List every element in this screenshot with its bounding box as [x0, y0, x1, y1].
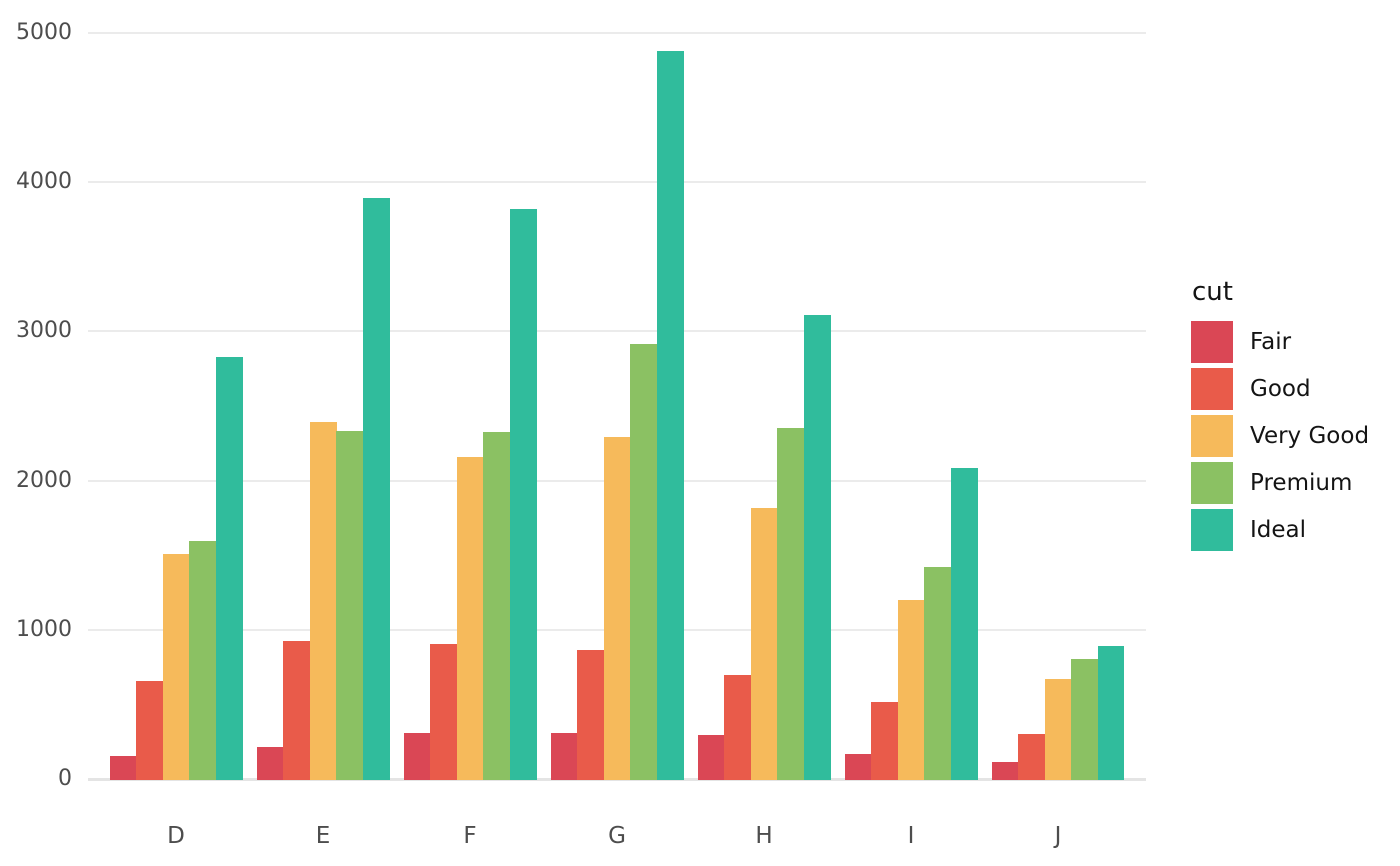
- bar-H-premium: [777, 428, 805, 780]
- y-tick-label-2000: 2000: [16, 468, 72, 493]
- bar-G-premium: [630, 344, 658, 780]
- bar-D-very-good: [162, 554, 190, 780]
- legend-item-very-good: Very Good: [1191, 415, 1369, 457]
- legend-item-premium: Premium: [1191, 462, 1369, 504]
- legend-swatch-very-good: [1191, 415, 1233, 457]
- legend-item-label: Premium: [1250, 470, 1353, 496]
- bar-D-good: [136, 681, 164, 780]
- bar-G-good: [577, 650, 605, 780]
- bar-F-premium: [483, 432, 511, 780]
- gridline-4000: [88, 181, 1146, 183]
- legend-item-fair: Fair: [1191, 321, 1369, 363]
- gridline-3000: [88, 330, 1146, 332]
- bar-D-premium: [189, 541, 217, 780]
- y-tick-label-1000: 1000: [16, 617, 72, 642]
- bar-G-fair: [550, 733, 578, 780]
- gridline-5000: [88, 32, 1146, 34]
- legend: cut Fair Good Very Good Premium Ideal: [1191, 277, 1369, 556]
- bar-E-ideal: [362, 198, 390, 780]
- bar-G-very-good: [603, 437, 631, 780]
- x-tick-label-E: E: [315, 823, 331, 849]
- x-tick-label-I: I: [907, 823, 915, 849]
- bar-F-good: [430, 644, 458, 780]
- bar-E-premium: [336, 431, 364, 780]
- bar-E-good: [283, 641, 311, 780]
- legend-item-ideal: Ideal: [1191, 509, 1369, 551]
- x-tick-label-D: D: [167, 823, 185, 849]
- legend-swatch-fair: [1191, 321, 1233, 363]
- bar-H-good: [724, 675, 752, 780]
- x-tick-label-J: J: [1054, 823, 1062, 849]
- bar-I-premium: [924, 567, 952, 780]
- bar-J-good: [1018, 734, 1046, 780]
- x-tick-label-F: F: [463, 823, 477, 849]
- legend-item-label: Ideal: [1250, 517, 1307, 543]
- bar-F-ideal: [509, 209, 537, 780]
- legend-swatch-ideal: [1191, 509, 1233, 551]
- bar-J-ideal: [1097, 646, 1125, 780]
- bar-J-premium: [1071, 659, 1098, 780]
- legend-swatch-good: [1191, 368, 1233, 410]
- x-tick-label-G: G: [608, 823, 626, 849]
- y-tick-label-5000: 5000: [16, 20, 72, 45]
- legend-item-label: Fair: [1250, 329, 1292, 355]
- bar-D-ideal: [215, 357, 243, 780]
- legend-title: cut: [1192, 277, 1233, 307]
- bar-I-good: [871, 702, 899, 780]
- legend-swatch-premium: [1191, 462, 1233, 504]
- bar-J-fair: [991, 762, 1019, 780]
- y-tick-label-4000: 4000: [16, 169, 72, 194]
- bar-F-very-good: [456, 457, 484, 780]
- bar-I-very-good: [897, 600, 925, 780]
- y-tick-label-0: 0: [58, 766, 72, 791]
- legend-item-label: Very Good: [1250, 423, 1370, 449]
- y-tick-label-3000: 3000: [16, 318, 72, 343]
- bar-H-fair: [697, 735, 725, 780]
- bar-G-ideal: [656, 51, 684, 780]
- x-tick-label-H: H: [755, 823, 773, 849]
- legend-item-label: Good: [1250, 376, 1311, 402]
- bar-E-fair: [256, 747, 284, 780]
- bar-H-ideal: [803, 315, 831, 780]
- legend-items: Fair Good Very Good Premium Ideal: [1191, 321, 1369, 551]
- bar-I-fair: [844, 754, 872, 780]
- bar-J-very-good: [1044, 679, 1072, 780]
- legend-item-good: Good: [1191, 368, 1369, 410]
- bar-H-very-good: [750, 508, 778, 780]
- bar-F-fair: [403, 733, 431, 780]
- bar-D-fair: [110, 756, 137, 780]
- bar-I-ideal: [950, 468, 978, 780]
- bar-E-very-good: [309, 422, 337, 780]
